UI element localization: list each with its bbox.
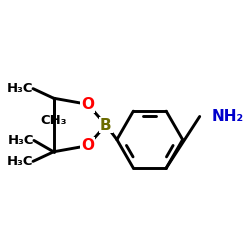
Text: CH₃: CH₃ xyxy=(40,114,67,127)
Text: O: O xyxy=(81,97,94,112)
Text: NH₂: NH₂ xyxy=(212,109,244,124)
Text: H₃C: H₃C xyxy=(6,82,33,95)
Text: O: O xyxy=(81,138,94,153)
Text: B: B xyxy=(100,118,112,132)
Text: H₃C: H₃C xyxy=(8,134,34,147)
Text: H₃C: H₃C xyxy=(6,155,33,168)
